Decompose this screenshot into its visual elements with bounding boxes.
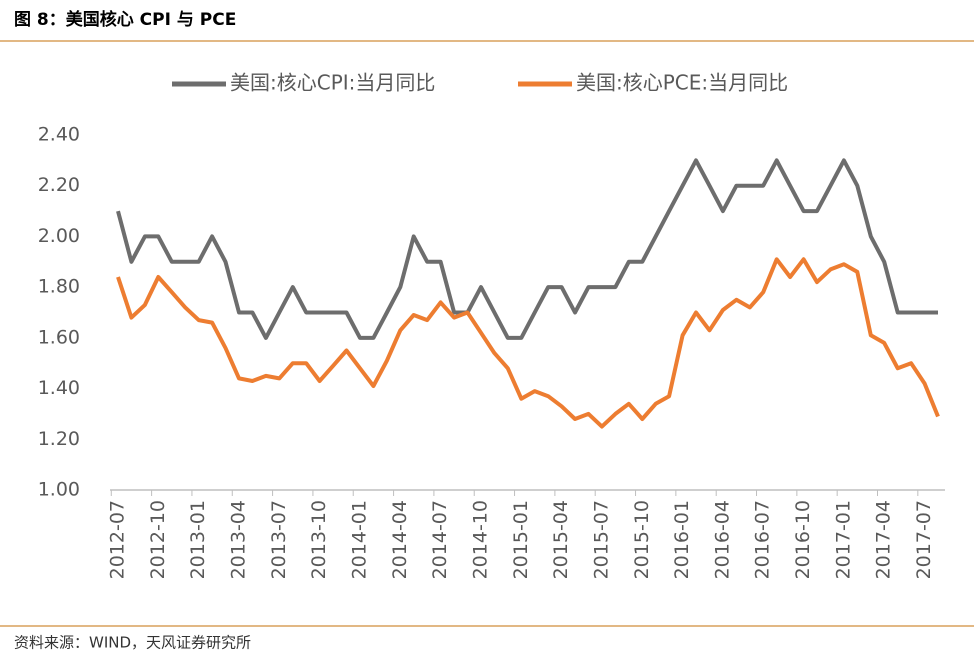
- x-tick-label: 2012-07: [107, 500, 129, 579]
- x-tick-label: 2016-07: [752, 500, 774, 579]
- x-tick-label: 2014-01: [348, 500, 370, 579]
- header-title: 图 8：美国核心 CPI 与 PCE: [14, 9, 236, 30]
- x-tick-label: 2015-01: [510, 500, 532, 579]
- footer-source: 资料来源：WIND，天风证券研究所: [14, 634, 251, 652]
- x-tick-label: 2017-04: [873, 500, 895, 579]
- x-tick-label: 2013-10: [308, 500, 330, 579]
- x-tick-label: 2017-01: [832, 500, 854, 579]
- x-tick-label: 2014-10: [469, 500, 491, 579]
- x-tick-label: 2013-04: [227, 500, 249, 579]
- y-tick-label: 2.00: [38, 225, 80, 247]
- series-line: [116, 158, 938, 340]
- x-tick-label: 2015-07: [590, 500, 612, 579]
- x-tick-label: 2013-07: [268, 500, 290, 579]
- x-tick-label: 2014-07: [429, 500, 451, 579]
- x-tick-label: 2013-01: [187, 500, 209, 579]
- y-tick-label: 2.40: [38, 124, 80, 146]
- x-tick-label: 2017-07: [913, 500, 935, 579]
- x-tick-label: 2015-10: [631, 500, 653, 579]
- legend-label: 美国:核心PCE:当月同比: [576, 71, 788, 95]
- x-tick-label: 2012-10: [147, 500, 169, 579]
- y-tick-label: 1.60: [38, 326, 80, 348]
- series-line: [116, 257, 940, 429]
- x-tick-label: 2016-10: [792, 500, 814, 579]
- x-tick-label: 2015-04: [550, 500, 572, 579]
- x-tick-label: 2016-04: [711, 500, 733, 579]
- x-tick-label: 2014-04: [389, 500, 411, 579]
- x-tick-label: 2016-01: [671, 500, 693, 579]
- y-tick-label: 1.80: [38, 276, 80, 298]
- y-tick-label: 1.20: [38, 428, 80, 450]
- y-tick-label: 1.00: [38, 479, 80, 501]
- legend-label: 美国:核心CPI:当月同比: [230, 71, 435, 95]
- y-tick-label: 2.20: [38, 174, 80, 196]
- y-tick-label: 1.40: [38, 377, 80, 399]
